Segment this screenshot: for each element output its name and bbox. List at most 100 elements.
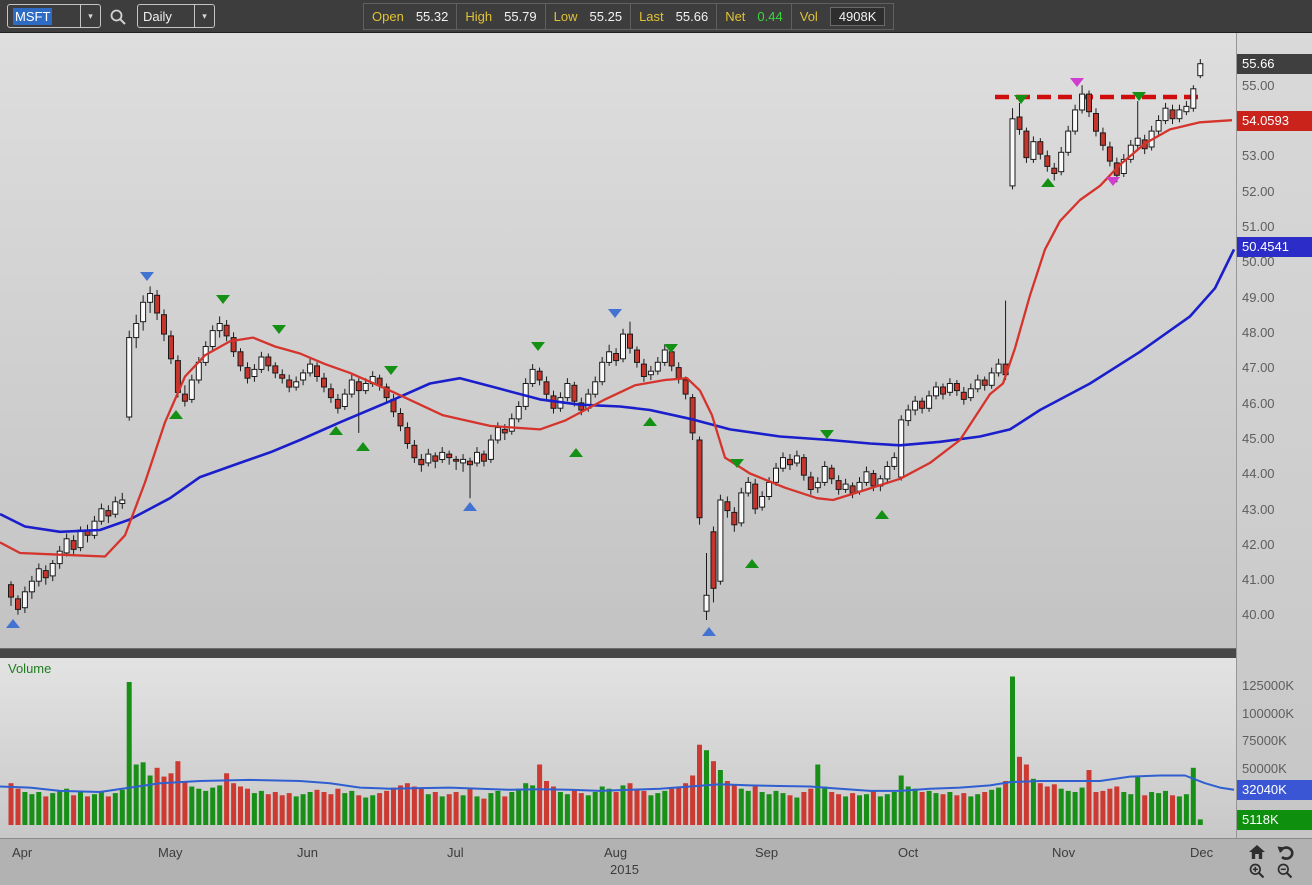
- volume-pane: [0, 658, 1236, 838]
- month-label: Jul: [447, 845, 464, 860]
- search-icon: [110, 9, 126, 25]
- axis-tick: 48.00: [1242, 325, 1275, 340]
- volume-chart-canvas[interactable]: [0, 658, 1236, 838]
- green-up-marker-icon: [643, 417, 657, 426]
- axis-tick: 55.00: [1242, 78, 1275, 93]
- price-axis-gutter[interactable]: 55.0054.0053.0052.0051.0050.0049.0048.00…: [1236, 33, 1312, 838]
- blue-down-marker-icon: [140, 272, 154, 281]
- stat-label: Open: [372, 9, 404, 24]
- month-label: Jun: [297, 845, 318, 860]
- fast-ma-line: [0, 119, 1233, 558]
- stat-label: High: [465, 9, 493, 24]
- magenta-down-marker-icon: [1070, 78, 1084, 87]
- axis-badge: 54.0593: [1237, 111, 1312, 131]
- month-label: Oct: [898, 845, 919, 860]
- stat-net: Net 0.44: [717, 3, 792, 30]
- stat-value: 55.25: [589, 9, 623, 24]
- volume-pane-label: Volume: [8, 661, 52, 676]
- axis-tick: 75000K: [1242, 733, 1287, 748]
- stat-low: Low 55.25: [545, 3, 632, 30]
- ohlc-readout: Open 55.32 High 55.79 Low 55.25 Last 55.66 Net 0.…: [363, 3, 895, 30]
- axis-badge: 32040K: [1237, 780, 1312, 800]
- stat-value: 0.44: [757, 9, 783, 24]
- zoom-out-button[interactable]: [1276, 862, 1294, 879]
- zoom-in-icon: [1249, 863, 1265, 878]
- axis-tick: 42.00: [1242, 537, 1275, 552]
- stat-label: Net: [725, 9, 746, 24]
- symbol-dropdown-arrow[interactable]: ▾: [80, 5, 100, 27]
- blue-up-marker-icon: [463, 502, 477, 511]
- stat-label: Low: [553, 9, 578, 24]
- green-up-marker-icon: [356, 442, 370, 451]
- axis-tick: 44.00: [1242, 466, 1275, 481]
- axis-tick: 46.00: [1242, 396, 1275, 411]
- green-down-marker-icon: [1014, 95, 1028, 104]
- stat-value: 55.66: [675, 9, 709, 24]
- axis-tick: 51.00: [1242, 219, 1275, 234]
- symbol-input[interactable]: MSFT: [8, 5, 80, 27]
- symbol-input-value: MSFT: [13, 7, 53, 25]
- period-dropdown-arrow[interactable]: ▾: [194, 5, 214, 27]
- slow-ma-line: [0, 248, 1236, 534]
- month-label: Apr: [12, 845, 33, 860]
- axis-tick: 53.00: [1242, 148, 1275, 163]
- home-button[interactable]: [1248, 844, 1266, 861]
- green-down-marker-icon: [216, 295, 230, 304]
- blue-up-marker-icon: [702, 627, 716, 636]
- year-label: 2015: [610, 862, 639, 877]
- stat-last: Last 55.66: [631, 3, 718, 30]
- stat-open: Open 55.32: [363, 3, 458, 30]
- axis-tick: 41.00: [1242, 572, 1275, 587]
- home-icon: [1249, 845, 1265, 859]
- green-down-marker-icon: [730, 459, 744, 468]
- axis-tick: 40.00: [1242, 607, 1275, 622]
- axis-badge: 5118K: [1237, 810, 1312, 830]
- axis-tick: 52.00: [1242, 184, 1275, 199]
- price-pane: [0, 33, 1236, 648]
- volume-ma-line: [0, 774, 1235, 793]
- price-chart-canvas[interactable]: [0, 33, 1236, 648]
- period-value: Daily: [143, 8, 172, 24]
- axis-tick: 100000K: [1242, 706, 1295, 721]
- chevron-down-icon: ▾: [202, 10, 207, 21]
- green-up-marker-icon: [329, 426, 343, 435]
- zoom-out-icon: [1277, 863, 1293, 878]
- green-down-marker-icon: [664, 344, 678, 353]
- period-select[interactable]: Daily: [138, 5, 194, 27]
- period-combo: Daily ▾: [137, 4, 215, 28]
- undo-button[interactable]: [1276, 844, 1294, 861]
- stat-high: High 55.79: [457, 3, 546, 30]
- month-label: Dec: [1190, 845, 1214, 860]
- undo-arrow-icon: [1277, 846, 1294, 860]
- time-axis-strip[interactable]: Apr May Jun Jul Aug Sep Oct Nov Dec 2015: [0, 838, 1312, 885]
- magenta-down-marker-icon: [1106, 177, 1120, 186]
- axis-tick: 45.00: [1242, 431, 1275, 446]
- axis-tick: 47.00: [1242, 360, 1275, 375]
- stat-vol: Vol 4908K: [791, 3, 895, 30]
- green-up-marker-icon: [569, 448, 583, 457]
- axis-tick: 49.00: [1242, 290, 1275, 305]
- green-up-marker-icon: [1041, 178, 1055, 187]
- stat-value: 4908K: [829, 7, 886, 26]
- symbol-combo: MSFT ▾: [7, 4, 101, 28]
- blue-down-marker-icon: [608, 309, 622, 318]
- axis-tick: 125000K: [1242, 678, 1295, 693]
- stat-value: 55.79: [504, 9, 537, 24]
- pane-splitter[interactable]: [0, 648, 1312, 658]
- green-up-marker-icon: [745, 559, 759, 568]
- green-up-marker-icon: [875, 510, 889, 519]
- stat-value: 55.32: [415, 9, 449, 24]
- month-label: Nov: [1052, 845, 1076, 860]
- green-down-marker-icon: [820, 430, 834, 439]
- zoom-in-button[interactable]: [1248, 862, 1266, 879]
- axis-tick: 50000K: [1242, 761, 1287, 776]
- toolbar: MSFT ▾ Daily ▾ Open 55.32 High 55.79 Low 55.2…: [0, 0, 1312, 33]
- stat-label: Vol: [799, 9, 818, 24]
- month-label: Sep: [755, 845, 779, 860]
- green-up-marker-icon: [169, 410, 183, 419]
- search-button[interactable]: [107, 6, 129, 28]
- blue-up-marker-icon: [6, 619, 20, 628]
- axis-badge: 50.4541: [1237, 237, 1312, 257]
- axis-tick: 43.00: [1242, 502, 1275, 517]
